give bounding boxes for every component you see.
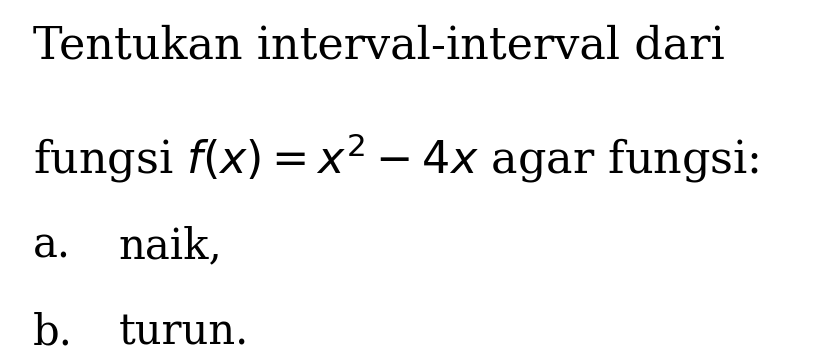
Text: a.: a. bbox=[33, 225, 70, 267]
Text: turun.: turun. bbox=[119, 311, 249, 346]
Text: fungsi $f(x) = x^2 - 4x$ agar fungsi:: fungsi $f(x) = x^2 - 4x$ agar fungsi: bbox=[33, 131, 759, 185]
Text: b.: b. bbox=[33, 311, 73, 346]
Text: Tentukan interval-interval dari: Tentukan interval-interval dari bbox=[33, 24, 725, 67]
Text: naik,: naik, bbox=[119, 225, 222, 267]
